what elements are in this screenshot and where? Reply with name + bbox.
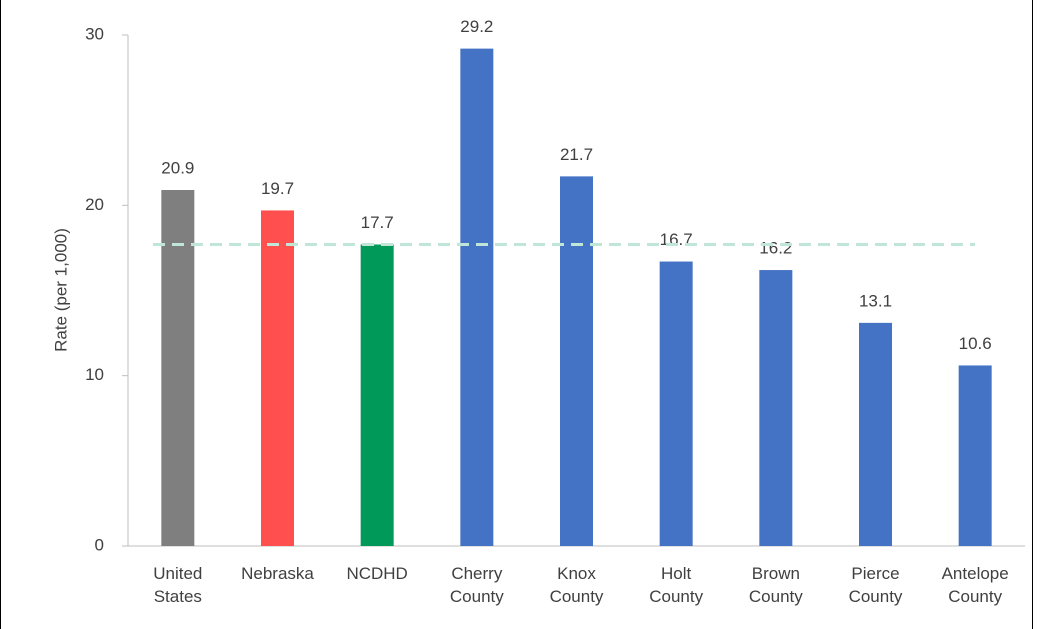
value-label: 29.2 [460,17,493,36]
bar [460,48,494,546]
bar [659,261,693,546]
y-tick-label: 10 [85,365,104,384]
bar [759,270,793,546]
bar [360,244,394,546]
value-label: 10.6 [959,334,992,353]
y-axis-title: Rate (per 1,000) [51,228,70,352]
x-tick-label: Knox County [549,564,604,606]
x-tick-label: Antelope County [941,564,1009,606]
x-tick-label: United States [153,564,203,606]
value-label: 13.1 [859,291,892,310]
value-label: 16.2 [759,239,792,258]
x-tick-label: Pierce County [848,564,903,606]
x-tick-label: Cherry County [449,564,504,606]
value-label: 21.7 [560,145,593,164]
bar [958,365,992,546]
y-tick-label: 20 [85,195,104,214]
y-tick-label: 0 [95,535,104,554]
value-label: 16.7 [660,230,693,249]
value-label: 20.9 [161,158,194,177]
value-label: 19.7 [261,179,294,198]
x-tick-label: Holt County [649,564,704,606]
bar [261,210,294,546]
bar [560,176,593,547]
x-tick-label: NCDHD [346,564,408,583]
y-tick-label: 30 [85,24,104,43]
bar [859,322,892,546]
x-tick-label: Brown County [748,564,803,606]
bar [161,190,195,546]
value-label: 17.7 [361,213,394,232]
x-tick-label: Nebraska [241,564,314,583]
